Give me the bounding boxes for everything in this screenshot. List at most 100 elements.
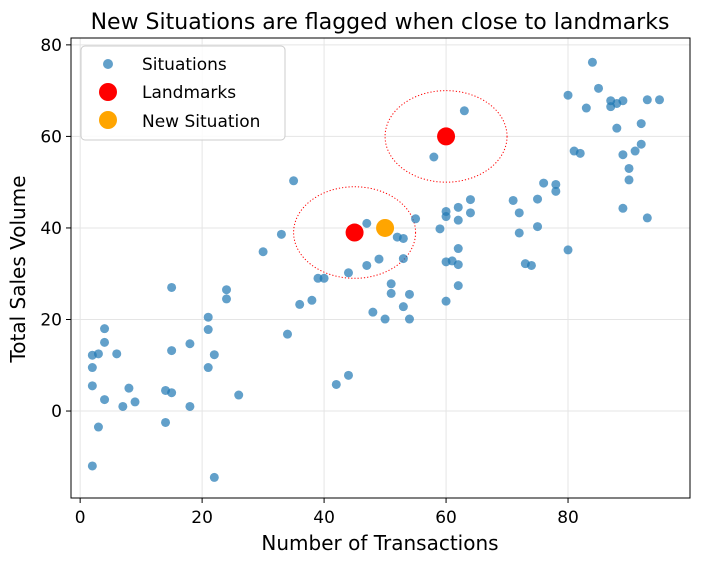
situation-point bbox=[167, 282, 177, 292]
landmark-radius-circle bbox=[384, 90, 508, 183]
situation-point bbox=[203, 325, 213, 335]
situation-point bbox=[618, 203, 628, 213]
legend-marker-landmarks bbox=[99, 83, 117, 101]
chart-title: New Situations are flagged when close to… bbox=[91, 10, 670, 35]
situation-point bbox=[551, 186, 561, 196]
situation-point bbox=[343, 370, 353, 380]
situation-point bbox=[112, 349, 122, 359]
situation-point bbox=[441, 296, 451, 306]
situation-point bbox=[594, 83, 604, 93]
situation-point bbox=[362, 260, 372, 270]
x-tick-label: 60 bbox=[435, 508, 457, 528]
plot-frame bbox=[70, 37, 691, 499]
x-tick-label: 80 bbox=[557, 508, 579, 528]
situation-point bbox=[368, 307, 378, 317]
situation-point bbox=[398, 302, 408, 312]
situation-point bbox=[100, 337, 110, 347]
situation-point bbox=[642, 213, 652, 223]
situation-point bbox=[209, 472, 219, 482]
situation-point bbox=[508, 195, 518, 205]
situation-point bbox=[624, 163, 634, 173]
situation-point bbox=[87, 381, 97, 391]
situation-point bbox=[209, 350, 219, 360]
situation-point bbox=[539, 178, 549, 188]
situation-point bbox=[612, 123, 622, 133]
situation-point bbox=[563, 245, 573, 255]
situation-point bbox=[307, 295, 317, 305]
situation-point bbox=[563, 90, 573, 100]
y-tick-label: 40 bbox=[40, 219, 62, 239]
situation-point bbox=[282, 329, 292, 339]
situation-point bbox=[411, 214, 421, 224]
situation-point bbox=[203, 363, 213, 373]
landmark-radius-circle bbox=[293, 186, 417, 279]
situation-point bbox=[118, 401, 128, 411]
situation-point bbox=[453, 244, 463, 254]
situation-point bbox=[185, 401, 195, 411]
situation-point bbox=[289, 176, 299, 186]
situation-point bbox=[258, 247, 268, 257]
situation-point bbox=[618, 150, 628, 160]
situation-point bbox=[167, 388, 177, 398]
situation-point bbox=[453, 215, 463, 225]
situation-point bbox=[386, 279, 396, 289]
x-tick-label: 20 bbox=[191, 508, 213, 528]
situation-point bbox=[642, 95, 652, 105]
situation-point bbox=[587, 57, 597, 67]
situation-point bbox=[124, 383, 134, 393]
situation-point bbox=[343, 268, 353, 278]
x-axis-label: Number of Transactions bbox=[261, 531, 498, 555]
legend-box bbox=[80, 45, 286, 141]
landmark-radius-circles bbox=[293, 90, 508, 279]
legend-label-landmarks: Landmarks bbox=[142, 83, 236, 103]
situation-point bbox=[465, 195, 475, 205]
legend-marker-new-situation bbox=[99, 111, 117, 129]
situation-point bbox=[331, 379, 341, 389]
situation-point bbox=[100, 395, 110, 405]
y-tick-label: 20 bbox=[40, 310, 62, 330]
landmark-point bbox=[437, 127, 456, 146]
situation-point bbox=[222, 285, 232, 295]
situation-point bbox=[87, 363, 97, 373]
data-points bbox=[87, 57, 665, 482]
situation-point bbox=[624, 175, 634, 185]
situation-point bbox=[203, 312, 213, 322]
situation-point bbox=[185, 339, 195, 349]
situation-point bbox=[404, 314, 414, 324]
situation-point bbox=[618, 96, 628, 106]
situation-point bbox=[234, 390, 244, 400]
situation-point bbox=[575, 148, 585, 158]
new-situation-point bbox=[376, 218, 395, 237]
landmark-point bbox=[345, 223, 364, 242]
situation-point bbox=[87, 461, 97, 471]
x-tick-label: 0 bbox=[75, 508, 86, 528]
situation-point bbox=[130, 397, 140, 407]
situation-point bbox=[514, 208, 524, 218]
legend-label-situations: Situations bbox=[142, 55, 227, 75]
situation-point bbox=[276, 229, 286, 239]
y-axis-label: Total Sales Volume bbox=[6, 175, 30, 363]
situation-point bbox=[167, 346, 177, 356]
situation-point bbox=[630, 146, 640, 156]
situation-point bbox=[386, 288, 396, 298]
situation-point bbox=[526, 260, 536, 270]
situation-point bbox=[533, 194, 543, 204]
situation-point bbox=[295, 299, 305, 309]
situation-point bbox=[93, 422, 103, 432]
situation-point bbox=[655, 95, 665, 105]
situation-point bbox=[581, 103, 591, 113]
x-axis-ticks: 0 20 40 60 80 bbox=[75, 498, 579, 528]
situation-point bbox=[441, 212, 451, 222]
situation-point bbox=[398, 233, 408, 243]
situation-point bbox=[93, 349, 103, 359]
y-axis-ticks: 0 20 40 60 80 bbox=[40, 36, 71, 422]
situation-point bbox=[533, 222, 543, 232]
situation-point bbox=[465, 208, 475, 218]
situation-point bbox=[161, 417, 171, 427]
legend: Situations Landmarks New Situation bbox=[80, 45, 286, 141]
situation-point bbox=[404, 289, 414, 299]
x-tick-label: 40 bbox=[313, 508, 335, 528]
situation-point bbox=[453, 260, 463, 270]
legend-marker-situations bbox=[103, 59, 113, 69]
